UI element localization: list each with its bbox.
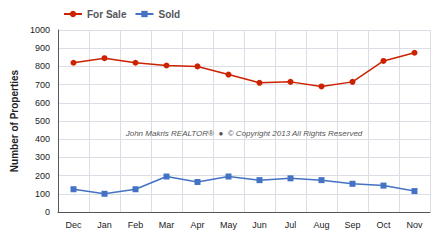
svg-text:200: 200 bbox=[35, 171, 50, 181]
svg-text:Sep: Sep bbox=[344, 220, 360, 230]
svg-text:700: 700 bbox=[35, 80, 50, 90]
svg-text:800: 800 bbox=[35, 61, 50, 71]
svg-text:100: 100 bbox=[35, 189, 50, 199]
svg-text:0: 0 bbox=[45, 207, 50, 217]
svg-text:Jan: Jan bbox=[97, 220, 112, 230]
svg-text:Number of Properties: Number of Properties bbox=[9, 69, 20, 172]
svg-text:1000: 1000 bbox=[30, 25, 50, 35]
svg-text:Mar: Mar bbox=[159, 220, 175, 230]
svg-text:Dec: Dec bbox=[65, 220, 82, 230]
svg-text:For Sale: For Sale bbox=[87, 9, 127, 20]
svg-text:Apr: Apr bbox=[190, 220, 204, 230]
svg-text:Aug: Aug bbox=[313, 220, 329, 230]
svg-text:Jun: Jun bbox=[252, 220, 267, 230]
svg-text:Oct: Oct bbox=[376, 220, 391, 230]
svg-text:400: 400 bbox=[35, 134, 50, 144]
svg-text:900: 900 bbox=[35, 43, 50, 53]
svg-text:600: 600 bbox=[35, 98, 50, 108]
svg-text:John Makris REALTOR® ● © Cop: John Makris REALTOR® ● © Copyright 2013 … bbox=[125, 129, 363, 138]
svg-text:Nov: Nov bbox=[406, 220, 423, 230]
svg-text:Feb: Feb bbox=[128, 220, 144, 230]
svg-text:500: 500 bbox=[35, 116, 50, 126]
svg-text:Jul: Jul bbox=[285, 220, 297, 230]
svg-text:May: May bbox=[220, 220, 238, 230]
svg-text:Sold: Sold bbox=[158, 9, 180, 20]
svg-text:300: 300 bbox=[35, 152, 50, 162]
